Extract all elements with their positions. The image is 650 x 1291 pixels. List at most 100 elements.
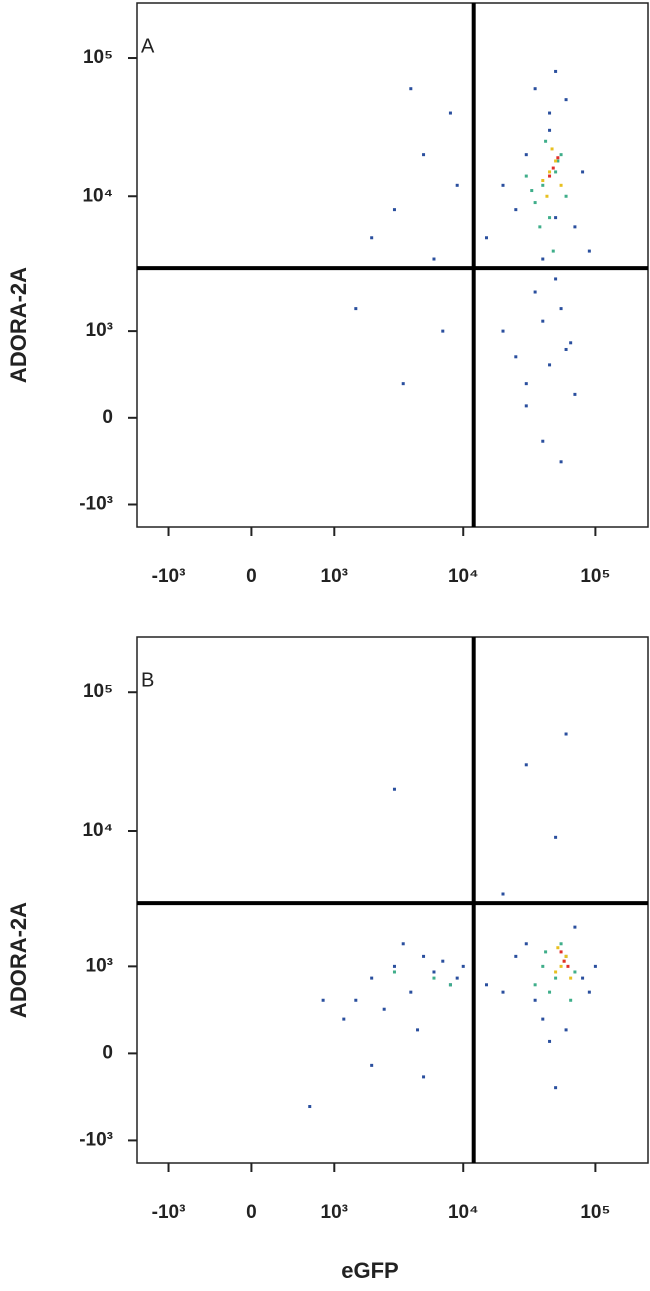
y-tick-label: 10⁵: [83, 47, 113, 68]
event-dot: [533, 87, 537, 91]
event-dot: [370, 1063, 374, 1067]
event-dot: [569, 341, 573, 345]
event-dot: [559, 950, 563, 954]
event-dot: [501, 990, 505, 994]
event-dot: [392, 208, 396, 212]
event-dot: [541, 179, 545, 183]
event-dot: [564, 1028, 568, 1032]
event-dot: [484, 983, 488, 987]
event-dot: [401, 942, 405, 946]
panel-label: A: [141, 35, 155, 57]
event-dot: [501, 892, 505, 896]
event-dot: [432, 970, 436, 974]
x-tick-label: -10³: [152, 566, 186, 587]
event-dot: [559, 307, 563, 311]
event-dot: [501, 183, 505, 187]
event-dot: [566, 964, 570, 968]
event-dot: [541, 964, 545, 968]
y-tick-label: 10³: [86, 955, 113, 976]
x-tick-label: 10⁵: [580, 1202, 610, 1223]
event-dot: [342, 1017, 346, 1021]
event-dot: [455, 183, 459, 187]
event-dot: [548, 128, 552, 132]
event-dot: [541, 183, 545, 187]
event-dot: [559, 964, 563, 968]
x-tick-label: -10³: [152, 1202, 186, 1223]
event-dot: [556, 159, 560, 163]
event-dot: [409, 87, 413, 91]
event-dot: [564, 954, 568, 958]
panel-label: B: [141, 669, 154, 691]
event-dot: [593, 964, 597, 968]
event-dot: [559, 153, 563, 157]
event-dot: [545, 194, 549, 198]
event-dot: [524, 942, 528, 946]
y-tick-label: 10⁵: [83, 681, 113, 702]
event-dot: [514, 954, 518, 958]
y-tick-label: -10³: [79, 494, 113, 515]
y-tick-label: 0: [102, 407, 113, 428]
event-dot: [564, 347, 568, 351]
event-dot: [514, 355, 518, 359]
event-dot: [370, 976, 374, 980]
event-dot: [422, 153, 426, 157]
plot-frame: [136, 636, 649, 1164]
event-dot: [554, 976, 558, 980]
event-dot: [370, 236, 374, 240]
x-tick-label: 0: [246, 1202, 257, 1223]
event-dot: [533, 983, 537, 987]
x-tick-label: 0: [246, 566, 257, 587]
event-dot: [587, 249, 591, 253]
event-dot: [564, 732, 568, 736]
event-dot: [401, 382, 405, 386]
y-axis-title: ADORA-2A: [6, 267, 31, 383]
y-tick-label: 10⁴: [82, 820, 113, 841]
event-dot: [422, 1075, 426, 1079]
event-dot: [581, 170, 585, 174]
event-dot: [432, 257, 436, 261]
event-dot: [392, 970, 396, 974]
x-tick-label: 10⁴: [448, 566, 479, 587]
event-dot: [569, 976, 573, 980]
x-tick-label: 10⁵: [580, 566, 610, 587]
event-dot: [548, 111, 552, 115]
event-dot: [422, 954, 426, 958]
event-dot: [548, 174, 552, 178]
event-dot: [541, 257, 545, 261]
event-dot: [554, 970, 558, 974]
y-tick-label: 10⁴: [82, 185, 113, 206]
event-dot: [548, 170, 552, 174]
event-dot: [354, 998, 358, 1002]
event-dot: [538, 225, 542, 229]
event-dot: [554, 1086, 558, 1090]
event-dot: [392, 964, 396, 968]
x-tick-label: 10³: [321, 1202, 348, 1223]
event-dot: [550, 147, 554, 151]
event-dot: [562, 959, 566, 963]
y-tick-label: 0: [102, 1042, 113, 1063]
x-tick-label: 10⁴: [448, 1202, 479, 1223]
event-dot: [581, 976, 585, 980]
event-dot: [533, 998, 537, 1002]
event-dot: [573, 225, 577, 229]
event-dot: [564, 98, 568, 102]
event-dot: [514, 208, 518, 212]
y-tick-label: 10³: [86, 320, 113, 341]
event-dot: [382, 1007, 386, 1011]
event-dot: [554, 277, 558, 281]
event-dot: [559, 183, 563, 187]
event-dot: [573, 970, 577, 974]
event-dot: [556, 156, 560, 160]
event-dot: [501, 329, 505, 333]
event-dot: [461, 964, 465, 968]
event-dot: [554, 835, 558, 839]
event-dot: [524, 174, 528, 178]
plot-frame: [136, 2, 649, 528]
event-dot: [533, 290, 537, 294]
x-axis-title: eGFP: [341, 1258, 398, 1283]
event-dot: [587, 990, 591, 994]
event-dot: [354, 307, 358, 311]
event-dot: [554, 69, 558, 73]
event-dot: [524, 382, 528, 386]
